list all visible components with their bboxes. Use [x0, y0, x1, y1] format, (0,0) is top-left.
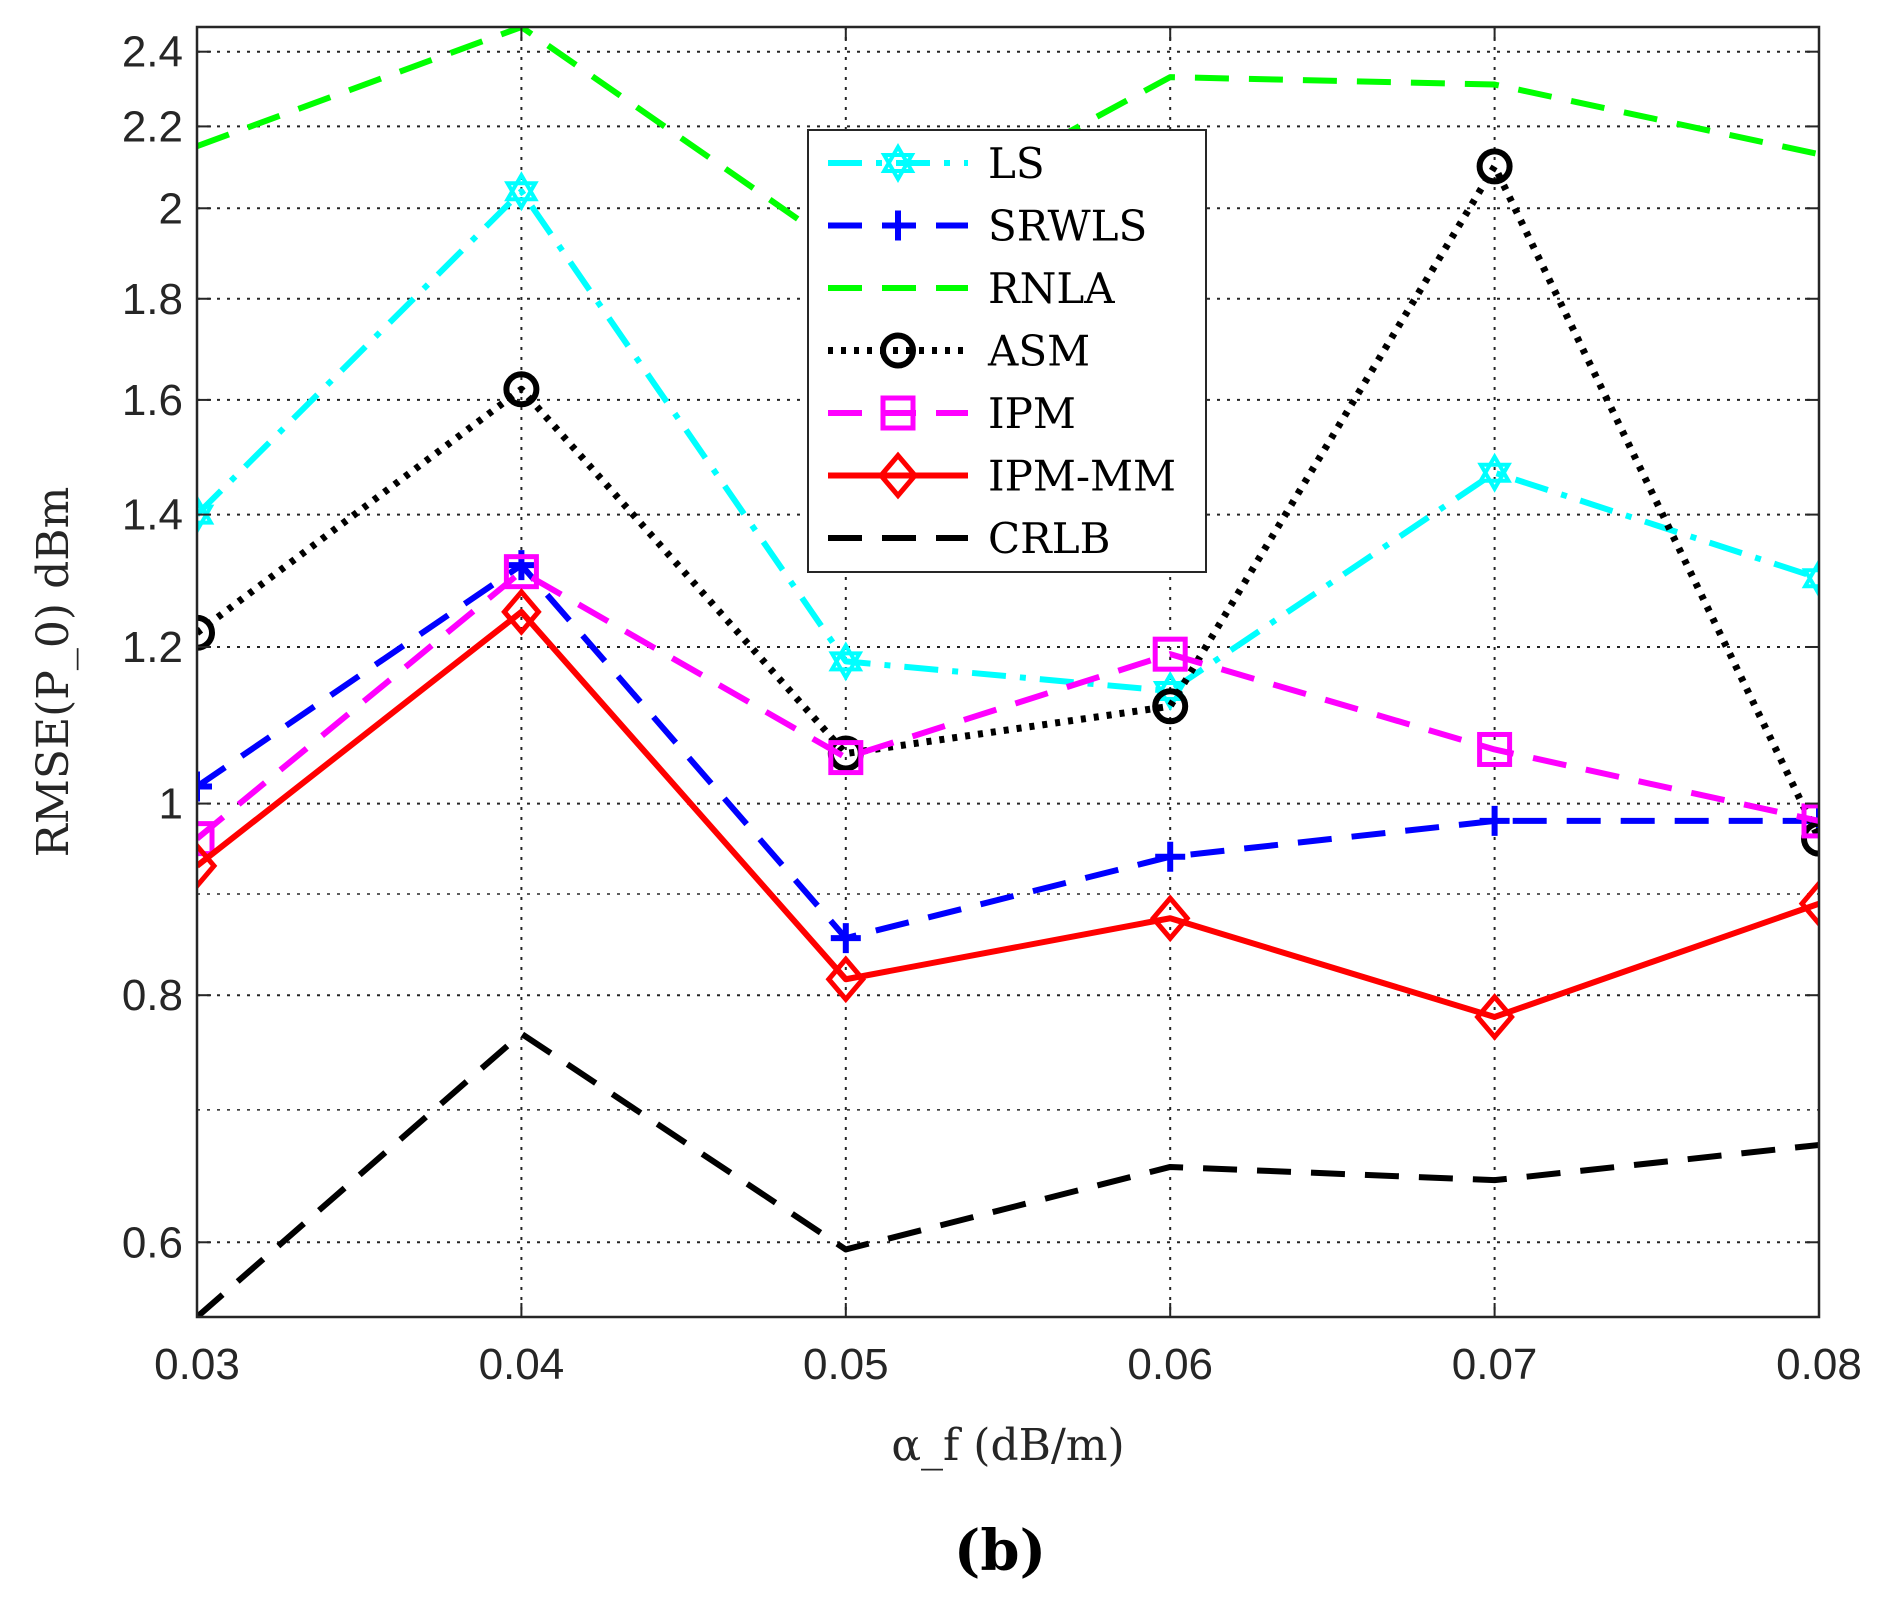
data-point-asm [1152, 688, 1189, 725]
legend-label-asm: ASM [987, 327, 1090, 376]
data-point-ipm-mm [1474, 993, 1515, 1041]
legend-label-ls: LS [988, 139, 1045, 188]
x-tick-label: 0.07 [1452, 1340, 1538, 1389]
data-point-ls [504, 171, 539, 202]
legend-marker-srwls [883, 210, 913, 241]
y-tick-label: 1.4 [122, 491, 183, 540]
y-tick-label: 1 [159, 780, 183, 829]
x-tick-label: 0.03 [154, 1340, 240, 1389]
data-point-ls [828, 651, 864, 682]
tick-labels: 0.03 0.04 0.05 0.06 0.07 0.08 0.6 0.8 1 1.2 1.4 1.6… [122, 28, 1862, 1389]
legend-marker-ls [880, 142, 916, 173]
legend-marker-asm [880, 332, 916, 369]
legend-label-ipm: IPM [988, 389, 1076, 438]
data-point-asm [197, 614, 215, 651]
legend-marker-ipm-mm [877, 451, 919, 500]
y-tick-label: 1.6 [122, 376, 183, 425]
panel-label: (b) [954, 1518, 1046, 1584]
y-tick-label: 2.4 [122, 28, 183, 77]
data-point-ls [828, 641, 864, 672]
data-point-ipm-mm [501, 588, 542, 636]
data-point-ls [1801, 558, 1819, 589]
data-point-srwls [1479, 805, 1510, 836]
data-point-srwls [830, 923, 861, 954]
data-point-ipm-mm [1798, 879, 1819, 928]
data-point-asm [503, 371, 540, 408]
legend-marker-ipm [880, 395, 916, 431]
series-crlb [197, 1030, 1819, 1317]
series-line-srwls [197, 562, 1819, 942]
data-point-srwls [1155, 841, 1186, 872]
series-line-ipm [197, 568, 1819, 841]
legend-label-crlb: CRLB [988, 514, 1111, 563]
y-tick-label: 1.2 [122, 623, 183, 672]
legend-box [807, 129, 1207, 573]
legend-label-ipm-mm: IPM-MM [988, 452, 1176, 501]
series-line-ipm-mm [197, 608, 1819, 1020]
data-point-ipm-mm [197, 842, 218, 890]
series-ipm-mm [197, 588, 1819, 1041]
y-tick-label: 0.8 [122, 971, 183, 1020]
data-point-ls [1152, 671, 1188, 702]
data-point-ipm [1152, 636, 1188, 672]
series-layer [197, 27, 1819, 1317]
series-ipm [197, 554, 1819, 857]
y-axis-label: RMSE(P_0) dBm [28, 487, 79, 858]
legend: LS SRWLS RNLA ASM IPM IPM-MM CRLB [807, 129, 1207, 573]
x-axis-label: α_f (dB/m) [891, 1420, 1124, 1471]
data-point-ipm-mm [1149, 894, 1191, 943]
grid [196, 27, 1820, 1317]
series-asm [197, 148, 1819, 857]
x-tick-label: 0.04 [479, 1340, 565, 1389]
data-point-ipm-mm [825, 955, 867, 1004]
y-tick-label: 2.2 [122, 102, 183, 151]
legend-marker-ls [880, 153, 916, 184]
data-point-ipm [503, 554, 539, 590]
data-point-ipm [1477, 731, 1513, 767]
data-point-ipm [197, 821, 215, 857]
x-tick-label: 0.06 [1127, 1340, 1213, 1389]
legend-label-srwls: SRWLS [988, 202, 1147, 251]
data-point-ls [1801, 568, 1819, 599]
data-point-ls [1477, 462, 1512, 493]
series-line-crlb [197, 1030, 1819, 1317]
data-point-ls [1477, 452, 1512, 483]
y-tick-label: 0.6 [122, 1218, 183, 1267]
data-point-ipm [828, 740, 864, 776]
series-line-asm [197, 162, 1819, 841]
legend-label-rnla: RNLA [988, 264, 1115, 313]
data-point-ls [197, 494, 215, 525]
x-tick-label: 0.08 [1776, 1340, 1862, 1389]
data-point-asm [1476, 148, 1513, 185]
data-point-srwls [197, 771, 212, 802]
data-point-ls [504, 181, 539, 212]
x-tick-label: 0.05 [803, 1340, 889, 1389]
plot-frame [195, 25, 1821, 1319]
data-point-ls [197, 504, 215, 535]
data-point-ipm [1801, 803, 1819, 839]
y-tick-label: 1.8 [122, 275, 183, 324]
y-tick-label: 2 [159, 184, 183, 233]
data-point-asm [1801, 820, 1819, 857]
ticks [196, 27, 1820, 1317]
